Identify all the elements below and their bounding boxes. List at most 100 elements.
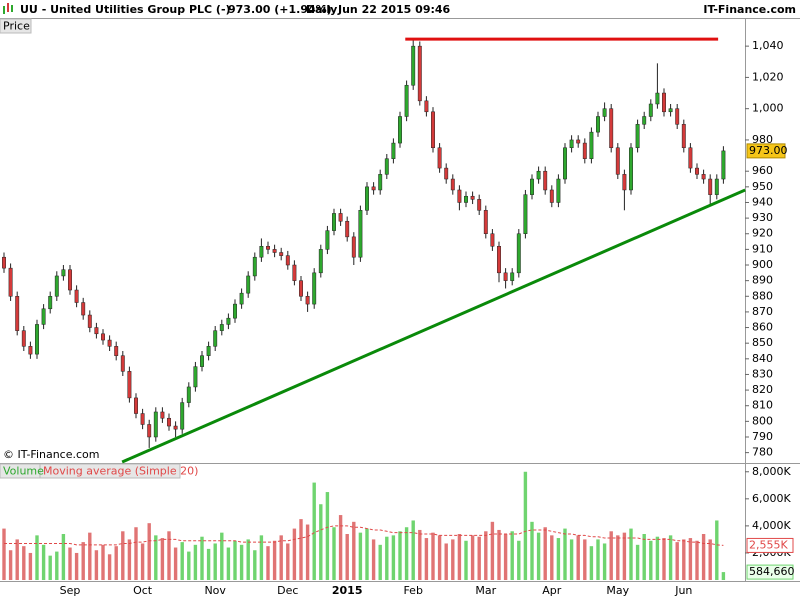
volume-bar [114,546,118,580]
candle-body [365,186,369,211]
candle-body [516,233,521,274]
volume-bar [8,550,13,580]
candle-body [431,111,435,149]
candle-body [543,170,548,191]
volume-bar [68,547,72,580]
y-tick-label: 830 [752,367,773,380]
candle-body [510,272,515,281]
volume-bar [206,548,211,580]
volume-bar [22,546,26,580]
volume-bar [160,538,165,580]
volume-bar [107,554,112,580]
candle-body [358,210,363,258]
volume-bar [682,539,686,580]
volume-bar [378,544,382,580]
candle-body [312,272,317,305]
candle-body [193,366,198,388]
candle-body [569,139,574,149]
candle-body [68,269,72,291]
volume-bar [61,534,66,580]
last-price-tag [746,143,786,159]
candle-body [464,195,468,203]
y-tick-label: 960 [752,164,773,177]
last-price-label: 973.00 [749,144,788,157]
candle-body [48,296,53,310]
y-tick-label: 800 [752,414,773,427]
candle-body [239,292,244,305]
header-icon [3,3,13,14]
y-tick-label: 920 [752,227,773,240]
candle-body [497,246,501,274]
candle-body [622,174,627,191]
y-tick-label: 1,000 [752,102,784,115]
candle-body [457,189,462,203]
volume-bar [266,546,270,580]
candle-body [15,296,20,331]
volume-bar [464,540,468,580]
candle-body [94,327,99,335]
volume-bar [345,534,349,580]
candle-body [325,230,330,250]
volume-bar [668,535,673,580]
volume-bar [510,531,514,580]
x-tick-label: Sep [60,584,81,597]
candle-body [563,147,567,180]
candle-body [404,84,409,117]
trend-line [121,188,746,464]
volume-bar [134,527,138,580]
y-tick-label: 780 [752,446,773,459]
volume-bar [200,536,204,580]
candle-body [351,236,356,258]
candle-body [200,355,204,367]
volume-bar [404,527,409,580]
x-tick-label: Apr [542,584,562,597]
volume-bar [88,532,92,580]
volume-bar [2,528,6,580]
ma-legend-box [39,463,181,479]
candle-body [167,417,171,427]
volume-bar [490,521,495,580]
volume-bar [437,535,442,580]
candle-body [28,346,33,355]
volume-bar [167,531,171,580]
volume-bar [583,539,587,580]
volume-bar [569,539,574,580]
volume-bar [550,535,554,580]
volume-bar [259,535,264,580]
candle-body [536,170,541,180]
volume-bar [470,535,475,580]
candle-body [596,116,600,133]
moving-average-line [4,525,724,546]
candle-body [695,167,699,175]
candle-body [147,424,152,438]
symbol: UU - United Utilities Group PLC (-) [20,3,231,16]
volume-bar [622,532,627,580]
volume-bar [319,504,323,580]
candle-body [688,147,693,169]
candle-body [226,317,231,325]
candle-body [61,269,66,277]
period: Daily [306,3,337,16]
candle-body [668,108,673,113]
candle-body [206,346,211,356]
volume-bar [701,534,706,580]
volume-bar [655,536,660,580]
volume-bar [503,534,508,580]
volume-bar [233,540,237,580]
candle-body [2,256,6,269]
candle-body [292,264,297,281]
price-label: Price [3,20,30,33]
candle-body [398,116,402,144]
volume-bar [253,550,257,580]
volume-bar [173,547,178,580]
y-tick-label: 900 [752,258,773,271]
legend-entry: Moving average (Simple 20) [43,465,198,478]
candle-body [134,397,138,414]
volume-bar [517,540,521,580]
candle-body [153,411,158,438]
volume-bar [708,539,712,580]
volume-bar [94,550,99,580]
volume-bar [391,535,396,580]
